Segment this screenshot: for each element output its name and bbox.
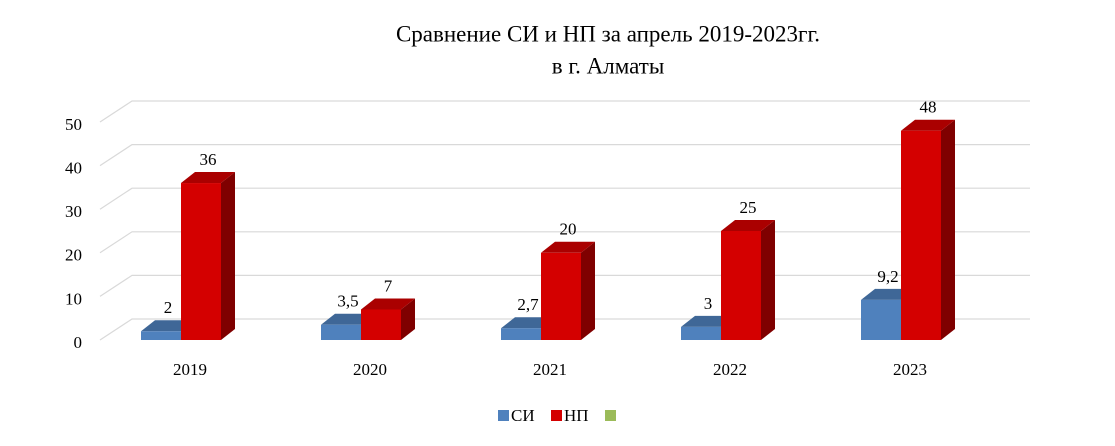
legend-swatch	[551, 410, 562, 421]
x-tick-label: 2021	[533, 360, 567, 379]
y-tick-label: 10	[65, 289, 82, 308]
bar	[901, 119, 955, 340]
data-label: 25	[740, 198, 757, 217]
y-tick-label: 20	[65, 246, 82, 265]
x-tick-label: 2023	[893, 360, 927, 379]
data-label: 36	[200, 150, 217, 169]
x-tick-label: 2020	[353, 360, 387, 379]
data-label: 3,5	[337, 292, 358, 311]
y-tick-label: 0	[74, 333, 83, 352]
bar-top	[721, 220, 775, 231]
bar-front	[181, 183, 221, 340]
data-label: 9,2	[877, 267, 898, 286]
legend-swatch	[498, 410, 509, 421]
bar	[181, 172, 235, 340]
bar	[541, 241, 595, 340]
bar-side	[761, 220, 775, 340]
x-tick-label: 2022	[713, 360, 747, 379]
chart-subtitle: в г. Алматы	[552, 53, 665, 78]
data-label: 7	[384, 276, 393, 295]
chart-title: Сравнение СИ и НП за апрель 2019-2023гг.	[396, 21, 820, 46]
bar-front	[321, 324, 361, 340]
data-label: 20	[560, 220, 577, 239]
grid-line	[99, 100, 1030, 123]
legend-swatch-empty	[605, 410, 616, 421]
bar-top	[181, 172, 235, 184]
bar-top	[901, 119, 955, 131]
bar	[361, 298, 415, 340]
bar-front	[501, 328, 541, 340]
bar-front	[141, 331, 181, 340]
bar	[721, 220, 775, 340]
bar-front	[361, 309, 401, 340]
bar-side	[941, 119, 955, 340]
grid-line	[99, 187, 1030, 210]
legend-label: НП	[564, 406, 589, 425]
bar-top	[541, 241, 595, 253]
bar-side	[221, 172, 235, 340]
bar-front	[541, 252, 581, 340]
y-tick-label: 30	[65, 202, 82, 221]
grid-line	[99, 144, 1030, 167]
bar-front	[721, 231, 761, 340]
y-tick-label: 40	[65, 159, 82, 178]
data-label: 3	[704, 294, 713, 313]
bar-top	[361, 298, 415, 310]
legend-label: СИ	[511, 406, 535, 425]
bar-front	[861, 299, 901, 340]
data-label: 48	[920, 98, 937, 117]
bar-front	[681, 326, 721, 340]
bar-side	[401, 298, 415, 340]
x-tick-label: 2019	[173, 360, 207, 379]
bar-front	[901, 130, 941, 340]
y-tick-label: 50	[65, 115, 82, 134]
data-label: 2,7	[517, 295, 539, 314]
data-label: 2	[164, 298, 173, 317]
bar-side	[581, 241, 595, 340]
